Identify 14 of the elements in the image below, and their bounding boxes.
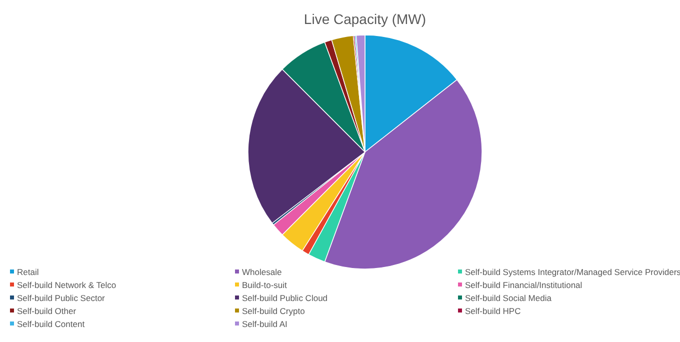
legend-label: Self-build HPC xyxy=(465,306,521,316)
chart-title: Live Capacity (MW) xyxy=(304,11,426,27)
legend-label: Self-build Other xyxy=(17,306,76,316)
legend-label: Self-build Social Media xyxy=(465,293,552,303)
legend-label: Build-to-suit xyxy=(242,280,288,290)
legend-label: Self-build Financial/Institutional xyxy=(465,280,582,290)
legend-label: Self-build AI xyxy=(242,319,288,329)
legend-label: Self-build Content xyxy=(17,319,86,329)
legend-label: Wholesale xyxy=(242,267,282,277)
legend-label: Self-build Public Cloud xyxy=(242,293,328,303)
legend-label: Retail xyxy=(17,267,39,277)
legend-label: Self-build Crypto xyxy=(242,306,306,316)
legend-label: Self-build Network & Telco xyxy=(17,280,116,290)
legend-label: Self-build Public Sector xyxy=(17,293,106,303)
